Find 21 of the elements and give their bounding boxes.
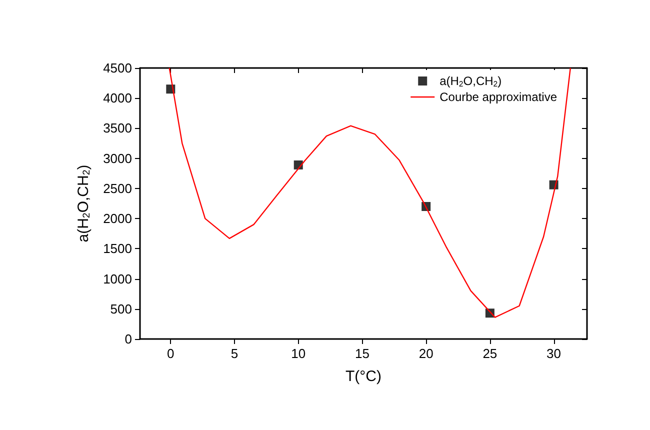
line-series <box>168 67 571 318</box>
x-tick-label: 5 <box>230 346 238 361</box>
y-tick-label: 500 <box>110 301 132 316</box>
y-tick-label: 1500 <box>103 241 132 256</box>
y-tick-label: 2000 <box>103 211 132 226</box>
x-tick-label: 25 <box>482 346 498 361</box>
x-axis-title: T(°C) <box>346 368 382 385</box>
legend-label: Courbe approximative <box>440 90 558 104</box>
y-tick-label: 4000 <box>103 90 132 106</box>
x-tick-label: 15 <box>354 346 370 361</box>
x-tick-label: 10 <box>291 346 306 361</box>
y-tick-label: 4500 <box>103 60 132 76</box>
y-tick-label: 1000 <box>103 271 132 286</box>
y-tick-label: 3000 <box>103 150 132 166</box>
y-tick-label: 3500 <box>103 120 132 136</box>
y-axis-title: a(H2O,CH2) <box>74 164 93 242</box>
y-tick-label: 0 <box>124 332 132 346</box>
y-tick-label: 2500 <box>103 180 132 196</box>
x-tick-label: 0 <box>167 346 174 361</box>
x-tick-label: 20 <box>418 346 434 361</box>
x-tick-label: 30 <box>546 346 562 361</box>
